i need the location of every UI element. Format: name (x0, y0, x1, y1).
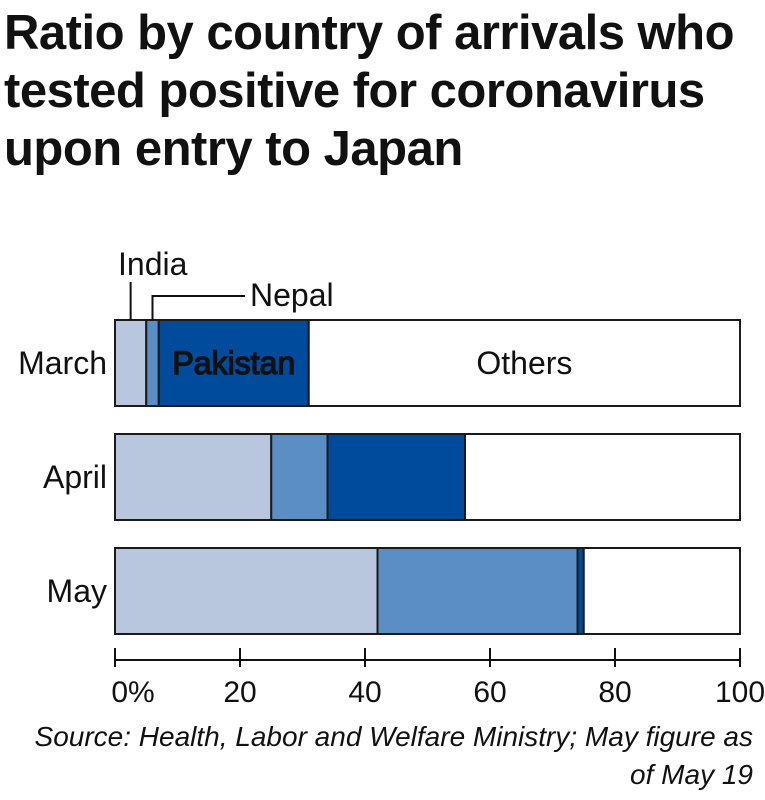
x-tick-label-0: 0% (111, 676, 154, 709)
bar-april-pakistan (326, 433, 466, 521)
x-tick-label-40: 40 (348, 676, 381, 709)
bar-may-nepal (376, 547, 579, 635)
bar-april-nepal (270, 433, 329, 521)
legend-label-others: Others (476, 345, 572, 381)
chart-title: Ratio by country of arrivals who tested … (4, 6, 735, 176)
bar-april-others (464, 433, 741, 521)
bar-march-others (307, 319, 741, 407)
bar-may-india (114, 547, 379, 635)
x-tick-label-80: 80 (598, 676, 631, 709)
x-tick-label-60: 60 (473, 676, 506, 709)
bar-march-nepal (145, 319, 160, 407)
chart-plot: March April May Pakistan Others India Nepal 0% 2… (18, 246, 765, 709)
x-tick-label-100: 100 (715, 676, 765, 709)
nepal-leader-line (151, 295, 245, 320)
bar-april-india (114, 433, 273, 521)
category-label-may: May (47, 573, 107, 609)
legend-label-pakistan: Pakistan (172, 345, 295, 381)
category-label-april: April (43, 459, 107, 495)
legend-label-india: India (118, 246, 188, 282)
bar-march-india (114, 319, 148, 407)
legend-label-nepal: Nepal (250, 277, 334, 313)
bar-may-others (582, 547, 741, 635)
x-tick-label-20: 20 (223, 676, 256, 709)
category-label-march: March (18, 345, 107, 381)
source-note: Source: Health, Labor and Welfare Minist… (34, 721, 753, 790)
